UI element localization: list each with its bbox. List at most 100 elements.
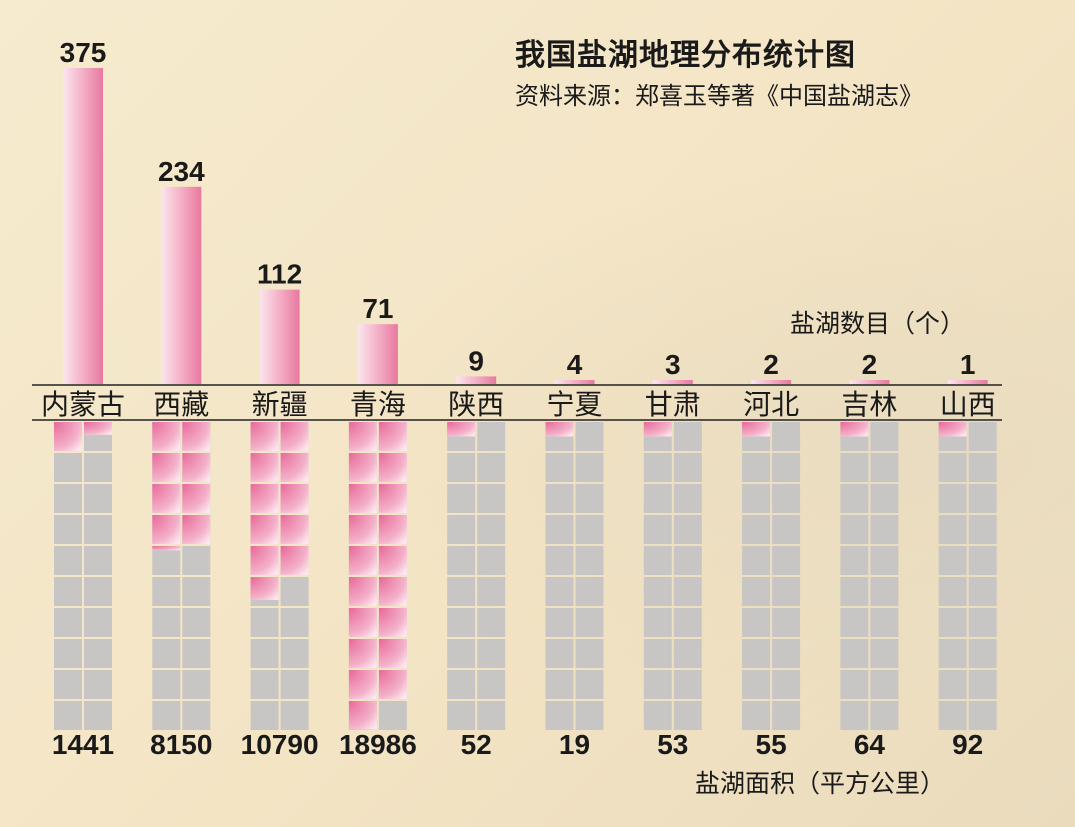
area-cell (643, 515, 672, 544)
area-cell (182, 577, 211, 606)
area-value-label: 19 (559, 729, 590, 760)
area-cell (447, 639, 476, 668)
count-value-label: 71 (362, 293, 393, 324)
area-cell (840, 670, 869, 699)
area-cell (643, 577, 672, 606)
area-cell (870, 639, 899, 668)
area-cell (772, 639, 801, 668)
area-grid (643, 422, 702, 730)
area-cell (772, 484, 801, 513)
area-cell (643, 670, 672, 699)
area-cell (84, 546, 112, 575)
area-cell (54, 453, 82, 482)
area-cell-fill (742, 422, 771, 437)
area-cell (742, 453, 771, 482)
area-cell (673, 670, 702, 699)
area-grid (742, 422, 801, 730)
area-cell (84, 639, 112, 668)
area-cell (477, 515, 506, 544)
area-cell (250, 608, 279, 637)
area-cell (152, 577, 181, 606)
area-cell (870, 422, 899, 451)
area-cell (840, 546, 869, 575)
area-cell (447, 608, 476, 637)
area-cell (968, 422, 997, 451)
area-cell-fill (152, 422, 181, 451)
area-cell-fill (152, 546, 181, 551)
category-label: 新疆 (252, 388, 308, 421)
area-cell (152, 639, 181, 668)
area-cell (477, 670, 506, 699)
area-cell (643, 484, 672, 513)
area-cell (84, 608, 112, 637)
area-cell (772, 701, 801, 730)
area-cell (938, 515, 967, 544)
area-cell-fill (378, 453, 407, 482)
area-cell-fill (643, 422, 672, 437)
area-cell (938, 453, 967, 482)
area-cell-fill (152, 453, 181, 482)
area-cell (968, 608, 997, 637)
area-cell (968, 701, 997, 730)
area-cell (84, 670, 112, 699)
area-cell (447, 577, 476, 606)
area-cell-fill (938, 422, 967, 437)
category-label: 西藏 (153, 388, 209, 421)
area-cell (54, 577, 82, 606)
area-cell (477, 484, 506, 513)
area-cell (54, 515, 82, 544)
count-bar (751, 380, 792, 384)
area-cell (575, 484, 604, 513)
area-cell (182, 546, 211, 575)
area-cell-fill (280, 484, 309, 513)
chart-source: 资料来源：郑喜玉等著《中国盐湖志》 (515, 82, 923, 110)
count-value-label: 1 (960, 349, 976, 380)
area-cell-fill (250, 546, 279, 575)
area-cell (840, 608, 869, 637)
area-cell (477, 577, 506, 606)
area-cell-fill (280, 515, 309, 544)
area-cell-fill (378, 577, 407, 606)
count-bar (554, 380, 595, 384)
area-cell (250, 639, 279, 668)
category-label: 山西 (940, 388, 996, 421)
area-cell-fill (348, 546, 377, 575)
area-cell (938, 577, 967, 606)
area-cell (575, 577, 604, 606)
area-cell-fill (378, 670, 407, 699)
area-cell (280, 577, 309, 606)
area-cell (673, 701, 702, 730)
area-cell (575, 608, 604, 637)
area-cell-fill (182, 515, 211, 544)
area-value-label: 92 (952, 729, 983, 760)
count-bar (161, 186, 202, 384)
area-cell-fill (348, 639, 377, 668)
area-cell-fill (182, 453, 211, 482)
area-cell (54, 546, 82, 575)
area-cell (643, 639, 672, 668)
area-cell (447, 453, 476, 482)
area-cell (182, 670, 211, 699)
area-grid (447, 422, 506, 730)
category-label: 河北 (743, 388, 799, 421)
area-grid (545, 422, 604, 730)
area-cell-fill (348, 670, 377, 699)
category-label: 吉林 (841, 388, 897, 421)
count-value-label: 234 (158, 156, 205, 187)
area-cell (870, 608, 899, 637)
area-cell (152, 701, 181, 730)
count-bar (456, 376, 497, 384)
category-label: 甘肃 (645, 388, 701, 421)
area-cell (250, 670, 279, 699)
area-cell (477, 701, 506, 730)
area-cell (447, 701, 476, 730)
area-cell (182, 701, 211, 730)
area-cell (54, 639, 82, 668)
area-value-label: 1441 (52, 729, 114, 760)
area-grid (840, 422, 899, 730)
area-cell (575, 639, 604, 668)
area-cell (840, 484, 869, 513)
area-cell (447, 546, 476, 575)
